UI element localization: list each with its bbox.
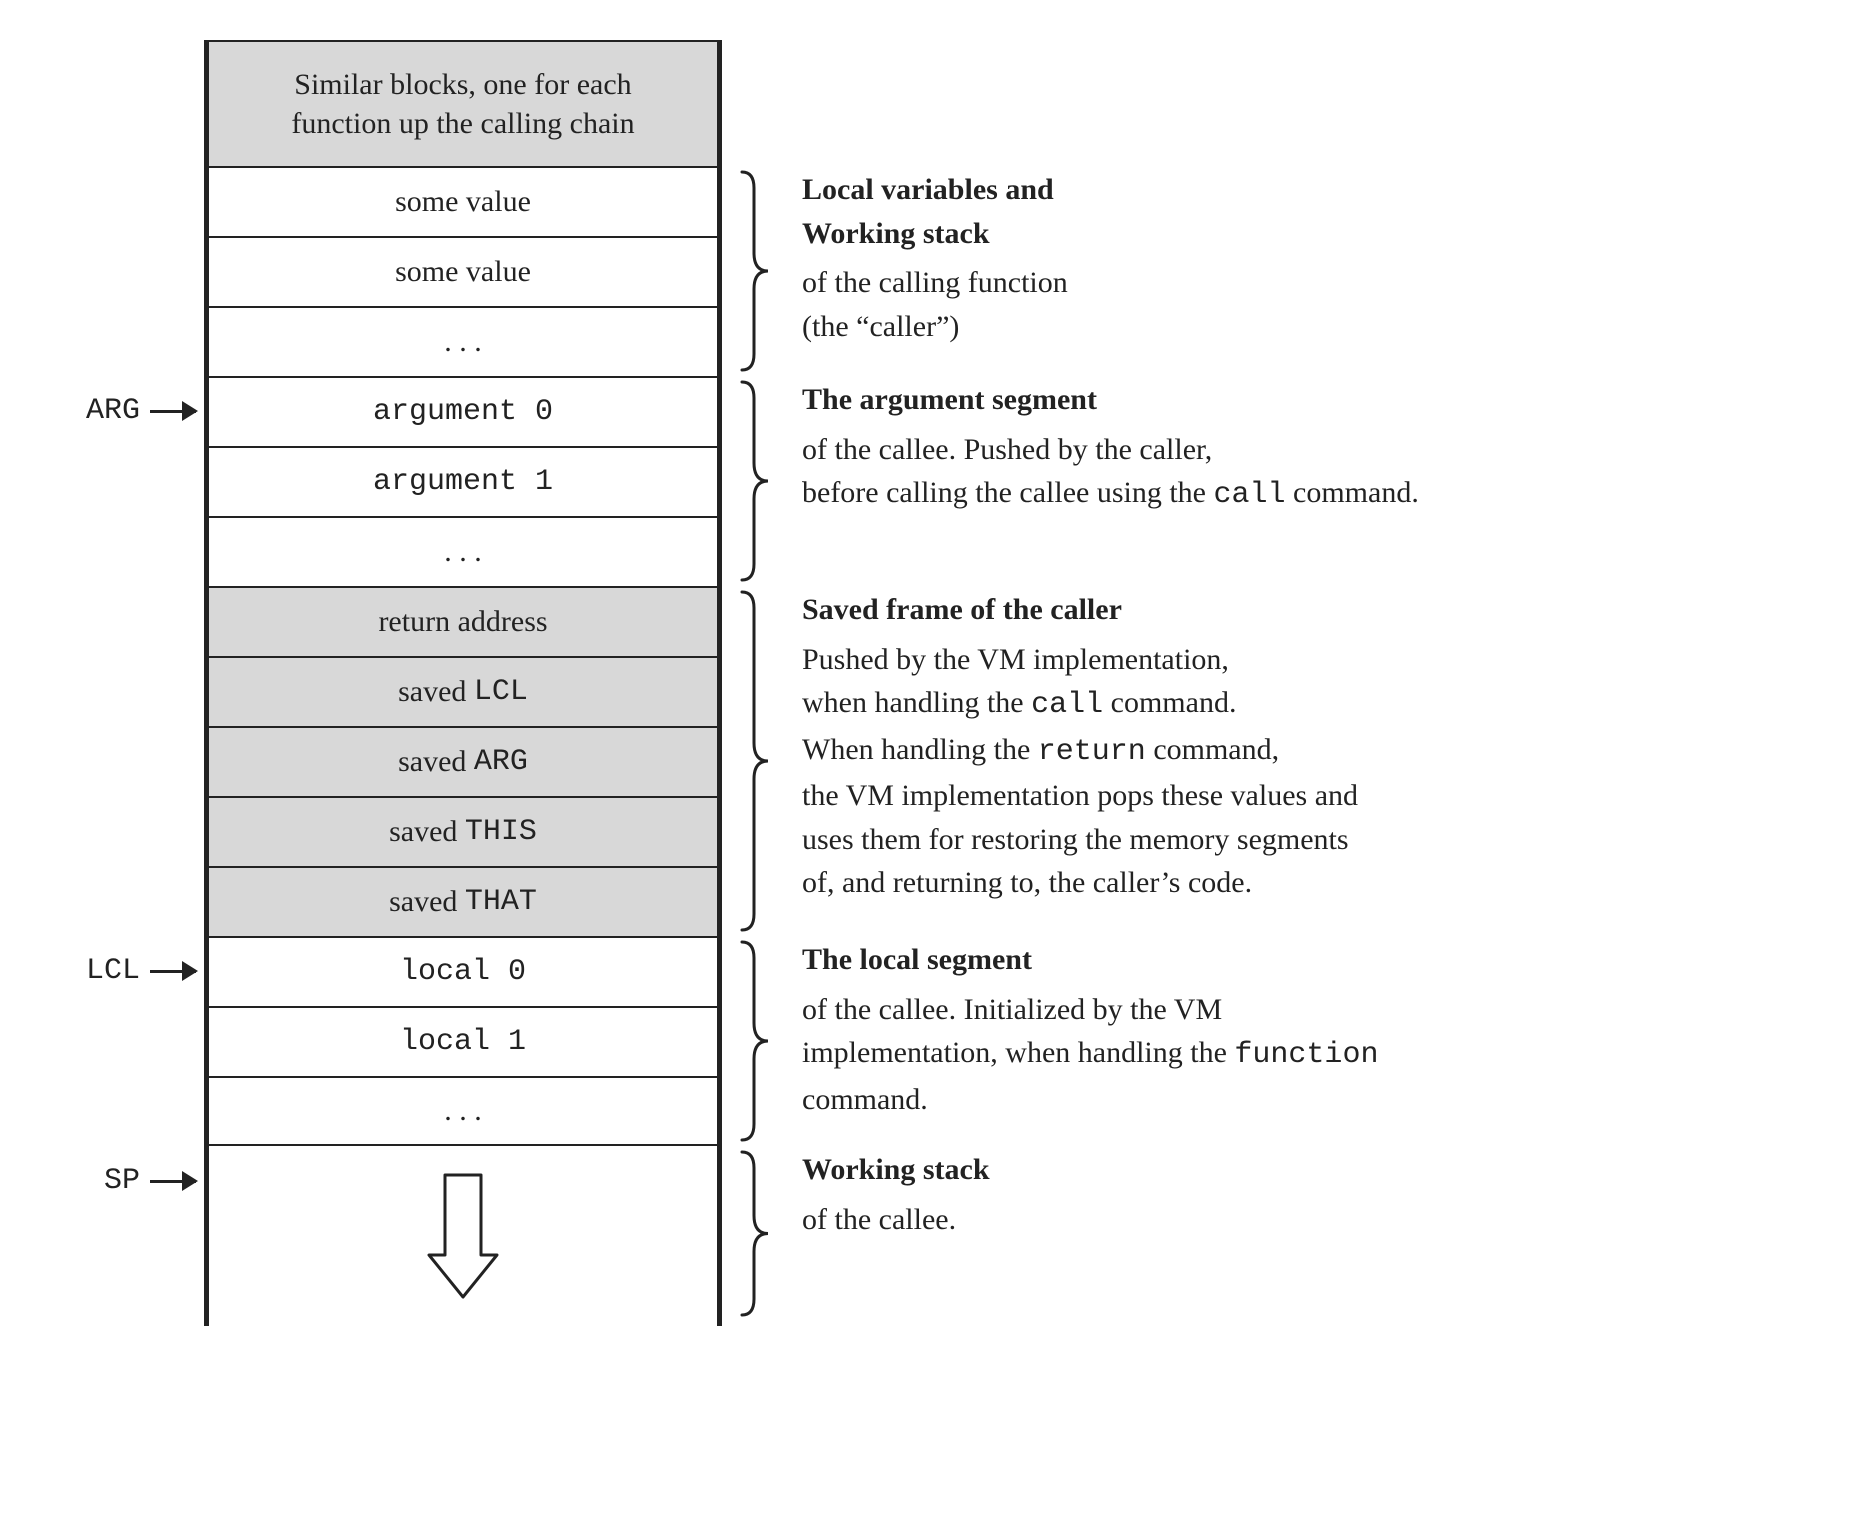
stack-cell: saved ARG — [209, 726, 717, 796]
annotation-text: of the calling function — [802, 266, 1068, 299]
cell-text-mono: THIS — [465, 815, 537, 849]
diagram-root: ARG LCL SP Similar blocks, one for each fu… — [40, 40, 1820, 1500]
stack-cell: saved LCL — [209, 656, 717, 726]
stack-cell: return address — [209, 586, 717, 656]
annotation-text: when handling the — [802, 686, 1031, 719]
annotation-title: The local segment — [802, 938, 1802, 982]
annotation-text: When handling the — [802, 733, 1038, 766]
annotation-text: implementation, when handling the — [802, 1036, 1234, 1069]
pointer-label: ARG — [86, 394, 140, 428]
group-brace-working-stack-callee — [740, 1150, 770, 1317]
arrow-right-icon — [150, 1180, 196, 1183]
group-brace-saved-frame — [740, 590, 770, 932]
annotation-argument-segment: The argument segment of the callee. Pushe… — [802, 378, 1802, 518]
stack-cell: . . . — [209, 516, 717, 586]
mono-keyword: function — [1234, 1038, 1378, 1072]
pointer-label: LCL — [86, 954, 140, 988]
annotation-saved-frame: Saved frame of the caller Pushed by the V… — [802, 588, 1802, 905]
annotation-text: uses them for restoring the memory segme… — [802, 823, 1349, 856]
cells-host: some valuesome value. . .argument 0argum… — [209, 166, 717, 1146]
annotation-text: command. — [1286, 476, 1419, 509]
group-brace-argument-segment — [740, 380, 770, 582]
annotation-text: of the callee. Initialized by the VM — [802, 993, 1222, 1026]
stack-cell: some value — [209, 166, 717, 236]
annotation-text: of, and returning to, the caller’s code. — [802, 866, 1252, 899]
brace-icon — [740, 170, 770, 372]
stack-column: Similar blocks, one for each function up… — [204, 40, 722, 1326]
annotation-text: Pushed by the VM implementation, — [802, 643, 1229, 676]
annotation-title-line: Saved frame of the caller — [802, 593, 1122, 626]
brace-icon — [740, 1150, 770, 1317]
annotation-text: command. — [1103, 686, 1236, 719]
annotation-working-stack-callee: Working stack of the callee. — [802, 1148, 1802, 1241]
pointer-lcl: LCL — [56, 936, 196, 1006]
stack-cell: argument 0 — [209, 376, 717, 446]
stack-cell: saved THAT — [209, 866, 717, 936]
down-arrow-icon — [425, 1171, 501, 1301]
annotation-body: Pushed by the VM implementation, when han… — [802, 638, 1802, 905]
pointer-label: SP — [104, 1164, 140, 1198]
stack-final — [209, 1146, 717, 1326]
annotation-title: Local variables and Working stack — [802, 168, 1802, 255]
annotation-text: command, — [1146, 733, 1279, 766]
cell-text-pre: saved — [398, 675, 474, 709]
stack-cell: . . . — [209, 1076, 717, 1146]
annotation-title: Working stack — [802, 1148, 1802, 1192]
cell-text-mono: LCL — [474, 675, 528, 709]
stack-cell: local 1 — [209, 1006, 717, 1076]
annotation-body: of the callee. Pushed by the caller, befo… — [802, 428, 1802, 518]
mono-keyword: call — [1031, 688, 1103, 722]
group-brace-local-segment — [740, 940, 770, 1142]
annotation-local-segment: The local segment of the callee. Initiali… — [802, 938, 1802, 1121]
annotation-title-line: The local segment — [802, 943, 1032, 976]
header-line1: Similar blocks, one for each — [294, 68, 631, 101]
annotation-text: before calling the callee using the — [802, 476, 1214, 509]
annotation-text: of the callee. Pushed by the caller, — [802, 433, 1212, 466]
header-line2: function up the calling chain — [291, 107, 634, 140]
mono-keyword: return — [1038, 735, 1146, 769]
stack-header: Similar blocks, one for each function up… — [209, 40, 717, 166]
arrow-right-icon — [150, 410, 196, 413]
annotation-title-line: Working stack — [802, 1153, 990, 1186]
group-brace-locals-working — [740, 170, 770, 372]
stack-cell: . . . — [209, 306, 717, 376]
mono-keyword: call — [1214, 478, 1286, 512]
stack-cell: saved THIS — [209, 796, 717, 866]
brace-icon — [740, 940, 770, 1142]
annotation-title: Saved frame of the caller — [802, 588, 1802, 632]
cell-text-mono: THAT — [465, 885, 537, 919]
stack-cell: some value — [209, 236, 717, 306]
annotation-locals-working: Local variables and Working stack of the c… — [802, 168, 1802, 348]
annotation-text: the VM implementation pops these values … — [802, 779, 1358, 812]
cell-text-pre: saved — [389, 885, 465, 919]
pointer-sp: SP — [56, 1146, 196, 1216]
brace-icon — [740, 380, 770, 582]
header-text: Similar blocks, one for each function up… — [291, 65, 634, 143]
annotation-body: of the calling function (the “caller”) — [802, 261, 1802, 348]
annotation-body: of the callee. — [802, 1198, 1802, 1242]
annotation-title-line: The argument segment — [802, 383, 1097, 416]
annotation-text: of the callee. — [802, 1203, 956, 1236]
stack-cell: argument 1 — [209, 446, 717, 516]
annotation-title-line: Working stack — [802, 217, 990, 250]
annotation-text: (the “caller”) — [802, 310, 959, 343]
cell-text-pre: saved — [398, 745, 474, 779]
brace-icon — [740, 590, 770, 932]
arrow-right-icon — [150, 970, 196, 973]
annotation-text: command. — [802, 1083, 928, 1116]
stack-cell: local 0 — [209, 936, 717, 1006]
cell-text-mono: ARG — [474, 745, 528, 779]
pointer-arg: ARG — [56, 376, 196, 446]
cell-text-pre: saved — [389, 815, 465, 849]
annotation-body: of the callee. Initialized by the VM impl… — [802, 988, 1802, 1122]
annotation-title: The argument segment — [802, 378, 1802, 422]
annotation-title-line: Local variables and — [802, 173, 1054, 206]
